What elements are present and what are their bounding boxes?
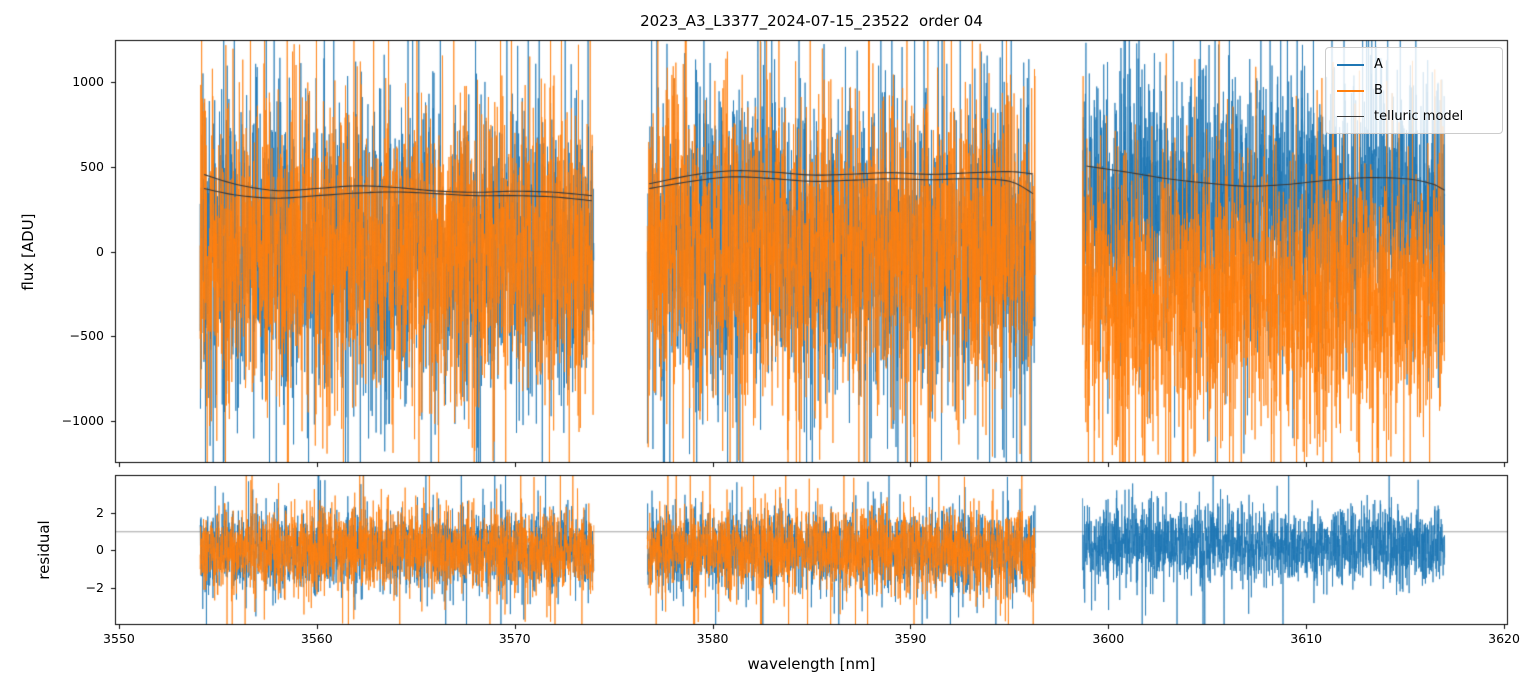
tick-label: −500 — [69, 328, 104, 344]
tick-label: 3610 — [1290, 631, 1323, 646]
legend-item-b: B — [1337, 83, 1491, 98]
tick-label: 3620 — [1488, 631, 1520, 646]
tick-label: 3580 — [696, 631, 729, 646]
plot-title: 2023_A3_L3377_2024-07-15_23522 order 04 — [640, 12, 983, 30]
tick-label: 0 — [96, 243, 104, 259]
legend-line-sample-a — [1337, 63, 1364, 66]
tick-label: 3600 — [1092, 631, 1125, 646]
tick-label: 3560 — [300, 631, 333, 646]
legend-label-telluric: telluric model — [1374, 109, 1464, 124]
tick-label: −1000 — [61, 412, 104, 428]
legend-label-a: A — [1374, 57, 1383, 72]
tick-label: 0 — [96, 542, 104, 557]
tick-label: 1000 — [72, 74, 104, 90]
tick-label: 3550 — [103, 631, 135, 646]
x-axis-label: wavelength [nm] — [747, 655, 876, 673]
legend-line-sample-telluric — [1337, 116, 1364, 117]
tick-label: 3570 — [498, 631, 531, 646]
legend-line-sample-b — [1337, 89, 1364, 92]
legend: A B telluric model — [1325, 47, 1503, 134]
tick-label: −2 — [85, 579, 104, 595]
tick-label: 2 — [96, 504, 104, 520]
legend-item-telluric-model: telluric model — [1337, 109, 1491, 124]
legend-label-b: B — [1374, 83, 1383, 98]
legend-item-a: A — [1337, 57, 1491, 72]
tick-label: 3590 — [894, 631, 927, 646]
tick-label: 500 — [80, 158, 104, 174]
